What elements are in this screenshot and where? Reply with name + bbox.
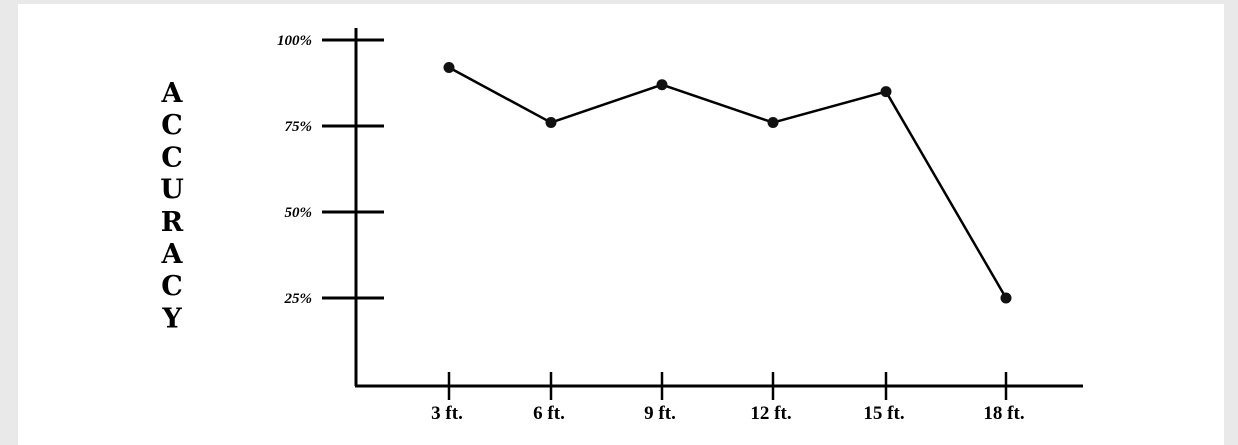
y-tick-label: 75% <box>285 119 313 135</box>
y-axis-title-letter: R <box>161 207 184 238</box>
series <box>443 62 1012 304</box>
data-point <box>545 117 557 129</box>
chart-panel <box>18 4 1224 445</box>
y-axis-title-letter: C <box>161 271 183 302</box>
data-point <box>767 117 779 129</box>
data-point <box>656 79 668 91</box>
x-tick-label: 6 ft. <box>533 403 565 424</box>
y-axis-title-letter: Y <box>161 303 182 334</box>
y-ticks: 100% 75% 50% 25% <box>277 33 384 307</box>
x-tick-label: 15 ft. <box>863 403 904 424</box>
y-tick-label: 25% <box>284 291 313 307</box>
y-axis-title-letter: C <box>161 142 183 173</box>
data-point <box>880 86 892 98</box>
x-tick-label: 3 ft. <box>431 403 463 424</box>
data-point <box>1000 292 1012 304</box>
y-tick-label: 50% <box>285 205 313 221</box>
y-axis-title-letter: C <box>161 110 183 141</box>
x-tick-label: 18 ft. <box>983 403 1024 424</box>
y-axis-title-letter: A <box>161 239 184 270</box>
y-tick-label: 100% <box>277 33 312 49</box>
data-point <box>443 62 455 74</box>
axes <box>354 28 1083 388</box>
y-axis-title-letter: U <box>160 175 184 206</box>
x-tick-label: 9 ft. <box>644 403 676 424</box>
x-ticks: 3 ft. 6 ft. 9 ft. 12 ft. 15 ft. 18 ft. <box>431 372 1025 424</box>
series-line <box>448 66 1008 299</box>
y-axis-title-letter: A <box>161 78 184 109</box>
x-tick-label: 12 ft. <box>750 403 791 424</box>
